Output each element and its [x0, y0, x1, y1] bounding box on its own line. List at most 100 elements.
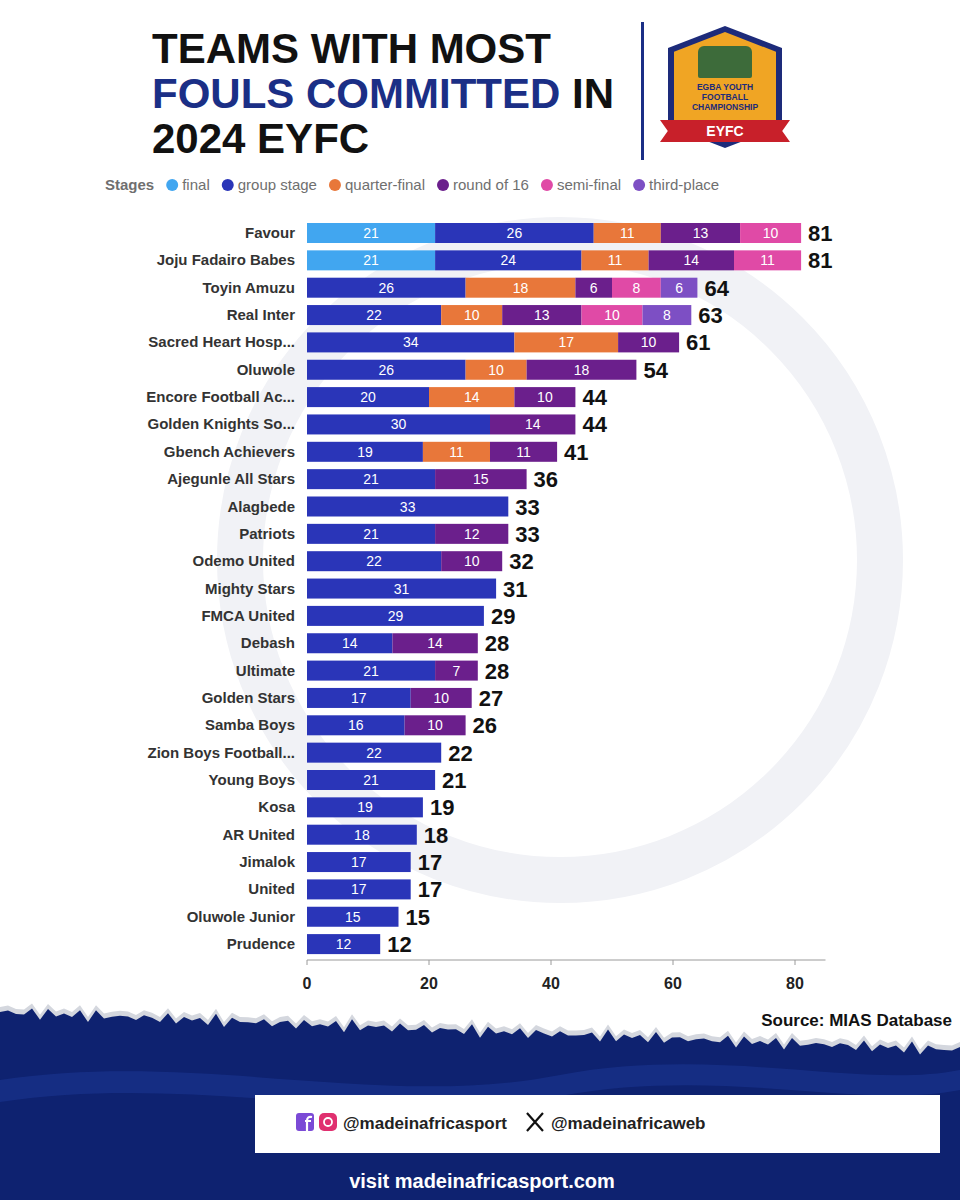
total-label: 33 — [515, 495, 539, 520]
tick-label: 60 — [664, 975, 682, 992]
category-label: Sacred Heart Hosp... — [148, 333, 295, 350]
bar-segment — [405, 715, 466, 735]
bar-segment — [307, 223, 435, 243]
segment-label: 26 — [379, 362, 395, 378]
category-label: Ultimate — [236, 662, 295, 679]
instagram-icon — [319, 1113, 337, 1131]
bar-segment — [466, 278, 576, 298]
total-label: 21 — [442, 768, 466, 793]
segment-label: 11 — [608, 252, 623, 268]
logo-emblem — [698, 46, 752, 78]
segment-label: 17 — [351, 881, 367, 897]
tick-label: 80 — [786, 975, 804, 992]
total-label: 22 — [448, 741, 472, 766]
legend-label: semi-final — [557, 176, 621, 193]
segment-label: 8 — [663, 307, 671, 323]
category-label: Zion Boys Football... — [148, 744, 296, 761]
segment-label: 6 — [675, 280, 683, 296]
segment-label: 10 — [604, 307, 620, 323]
tick-mark — [673, 960, 674, 965]
tick-mark — [429, 960, 430, 965]
bar-segment — [307, 579, 496, 599]
tick-mark — [551, 960, 552, 965]
segment-label: 18 — [354, 827, 370, 843]
segment-label: 11 — [620, 225, 635, 241]
bar-segment — [307, 688, 411, 708]
category-label: Alagbede — [227, 498, 295, 515]
segment-label: 10 — [641, 334, 657, 350]
total-label: 32 — [509, 549, 533, 574]
bar-segment — [307, 551, 441, 571]
bar-segment — [307, 497, 508, 517]
segment-label: 14 — [464, 389, 480, 405]
segment-label: 21 — [363, 663, 379, 679]
segment-label: 6 — [590, 280, 598, 296]
category-label: Debash — [241, 634, 295, 651]
legend-title: Stages — [105, 176, 154, 193]
segment-label: 26 — [379, 280, 395, 296]
legend-label: quarter-final — [345, 176, 425, 193]
segment-label: 31 — [394, 581, 410, 597]
total-label: 26 — [473, 713, 497, 738]
category-label: Patriots — [239, 525, 295, 542]
segment-label: 10 — [537, 389, 553, 405]
category-label: Prudence — [227, 935, 295, 952]
bar-segment — [661, 223, 740, 243]
total-label: 41 — [564, 440, 588, 465]
category-label: United — [248, 880, 295, 897]
total-label: 81 — [808, 248, 832, 273]
category-label: Samba Boys — [205, 716, 295, 733]
total-label: 27 — [479, 686, 503, 711]
data-labels: 2126111310212411141126186862210131083417… — [336, 225, 779, 952]
legend-label: third-place — [649, 176, 719, 193]
bar-segment — [307, 442, 423, 462]
bar-segment — [490, 414, 575, 434]
x-handle: @madeinafricaweb — [551, 1114, 706, 1133]
bar-segment — [514, 332, 618, 352]
bar-segment — [307, 305, 441, 325]
segment-label: 18 — [574, 362, 590, 378]
segment-label: 10 — [763, 225, 779, 241]
bar-segment — [307, 770, 435, 790]
total-label: 33 — [515, 522, 539, 547]
segment-label: 7 — [453, 663, 461, 679]
instagram-glyph — [324, 1118, 332, 1126]
bar-segment — [307, 360, 466, 380]
bar-segment — [594, 223, 661, 243]
bar-segment — [435, 469, 526, 489]
bar-segment — [514, 387, 575, 407]
category-label: Gbench Achievers — [164, 443, 295, 460]
bar-segment — [582, 250, 649, 270]
bar-segment — [307, 825, 417, 845]
segment-label: 29 — [388, 608, 404, 624]
bar-segment — [466, 360, 527, 380]
logo-name: EGBA YOUTH FOOTBALL CHAMPIONSHIP — [680, 82, 770, 112]
legend-swatch — [541, 179, 553, 191]
category-label: Oluwole Junior — [187, 908, 296, 925]
bar-segment — [612, 278, 661, 298]
segment-label: 14 — [525, 416, 541, 432]
segment-label: 21 — [363, 471, 379, 487]
bar-segment — [643, 305, 692, 325]
bar-segment — [527, 360, 637, 380]
segment-label: 14 — [684, 252, 700, 268]
total-label: 28 — [485, 631, 509, 656]
bar-segment — [441, 305, 502, 325]
total-label: 81 — [808, 221, 832, 246]
axis-line — [307, 960, 826, 961]
bar-segment — [575, 278, 612, 298]
category-label: Encore Football Ac... — [146, 388, 295, 405]
segment-label: 21 — [363, 772, 379, 788]
category-label: Favour — [245, 224, 295, 241]
total-label: 61 — [686, 330, 710, 355]
segment-label: 20 — [360, 389, 376, 405]
bar-segment — [307, 524, 435, 544]
total-label: 19 — [430, 795, 454, 820]
total-label: 18 — [424, 823, 448, 848]
segment-label: 11 — [516, 444, 531, 460]
tick-label: 40 — [542, 975, 560, 992]
logo-banner: EYFC — [660, 120, 790, 142]
total-label: 44 — [582, 412, 607, 437]
total-label: 44 — [582, 385, 607, 410]
title: TEAMS WITH MOST FOULS COMMITTED IN 2024 … — [152, 26, 632, 161]
